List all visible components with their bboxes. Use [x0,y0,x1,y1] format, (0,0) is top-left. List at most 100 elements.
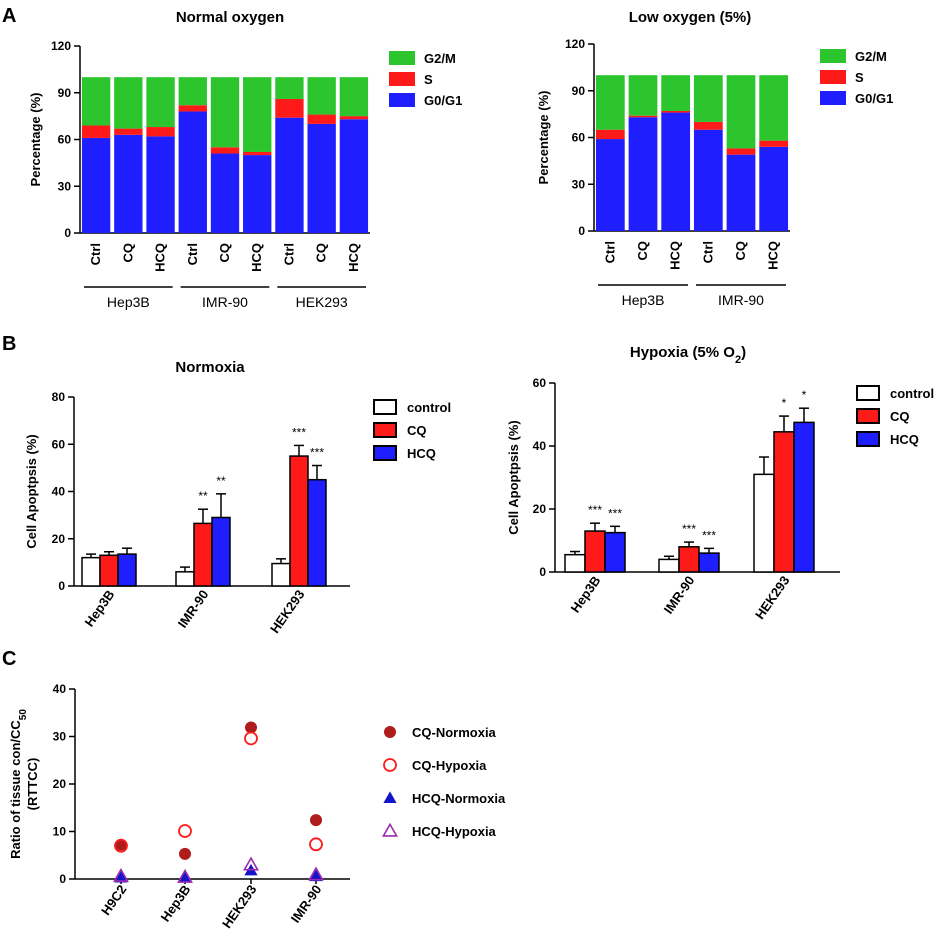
bar-g0-g1-ctrl [81,137,111,233]
x-tick-label: Ctrl [700,241,715,263]
bar-g2-m-cq [628,75,658,116]
legend-label-hcq: HCQ [407,446,436,461]
y-tick-label: 0 [58,579,65,593]
bar-s-cq [628,115,658,118]
bar-g0-g1-hcq [146,136,175,233]
bar-g0-g1-cq [628,117,658,231]
y-tick-label: 60 [533,376,547,390]
x-tick-label: CQ [635,241,650,261]
x-tick-label: CQ [217,243,232,263]
bar-g2-m-cq [210,77,240,148]
bar-g0-g1-hcq [243,155,272,233]
bar-g0-g1-ctrl [595,139,625,231]
y-axis-label: Ratio of tissue con/CC50 [8,709,29,859]
legend-label-control: control [890,386,934,401]
legend-swatch-hcq [856,431,880,447]
y-axis-label: Cell Apoptpsis (%) [24,434,39,548]
x-tick-label-hep3b: Hep3B [158,882,194,924]
significance-label: * [782,396,787,410]
bar-control-hep3b [81,556,101,587]
significance-label: * [802,388,807,402]
y-axis-label: Percentage (%) [28,93,43,187]
bar-g2-m-ctrl [595,75,625,130]
legend-swatch-control [856,385,880,401]
point-hcq-hypoxia-hek293 [243,856,259,871]
legend-label-control: control [407,400,451,415]
bar-g0-g1-cq [307,123,336,233]
bar-g2-m-cq [114,77,143,129]
bar-hcq-hek293 [307,478,327,587]
y-tick-label: 30 [53,730,67,744]
legend-swatch-control [373,399,397,415]
point-hcq-hypoxia-hep3b [177,868,193,883]
x-tick-label-imr-90: IMR-90 [175,587,212,631]
bar-control-hek293 [271,562,291,587]
y-tick-label: 90 [572,84,586,98]
bar-g2-m-ctrl [178,77,207,106]
bar-s-ctrl [275,98,304,118]
y-tick-label: 40 [52,485,66,499]
bar-g2-m-hcq [243,77,272,152]
bar-g0-g1-ctrl [178,111,207,233]
x-tick-label: CQ [733,241,748,261]
bar-hcq-hep3b [604,531,626,573]
point-cq-hypoxia-hek293 [244,731,258,746]
y-tick-label: 20 [533,502,547,516]
bar-hcq-hep3b [117,553,137,587]
significance-label: *** [588,503,602,517]
bar-g2-m-hcq [146,77,175,128]
point-cq-normoxia-imr-90 [310,814,322,827]
legend-marker-cq-normoxia [384,726,396,738]
bar-control-hek293 [753,473,775,573]
bar-cq-imr-90 [678,546,700,573]
bar-s-ctrl [693,121,723,130]
bar-cq-imr-90 [193,522,213,587]
panel-letter-a: A [2,5,16,27]
bar-s-cq [307,114,336,124]
bar-g2-m-cq [726,75,756,149]
bar-s-hcq [146,127,175,137]
bar-g2-m-ctrl [81,77,111,126]
y-tick-label: 30 [572,177,586,191]
significance-label: ** [198,489,208,503]
y-axis-label-line2: (RTTCC) [25,758,40,811]
bar-g2-m-ctrl [275,77,304,99]
point-cq-hypoxia-imr-90 [309,837,323,852]
legend-label-s: S [424,72,433,87]
bar-g0-g1-cq [726,154,756,231]
x-tick-label: CQ [120,243,135,263]
bar-g0-g1-cq [114,134,143,233]
bar-control-imr-90 [175,571,195,587]
chart-normoxia-apoptosis: Normoxia Cell Apoptpsis (%) 0 20 40 60 80 Hep3B… [24,359,451,636]
legend-label-g0-g1: G0/G1 [424,93,462,108]
bar-s-ctrl [595,129,625,140]
bar-control-hep3b [564,553,586,573]
y-tick-label: 60 [58,133,72,147]
legend-label-s: S [855,70,864,85]
group-label-hep3b: Hep3B [107,294,150,310]
legend-label-hcq-hypoxia: HCQ-Hypoxia [412,824,497,839]
point-cq-hypoxia-h9c2 [114,838,128,853]
x-tick-label-hep3b: Hep3B [82,587,118,629]
x-tick-label-hek293: HEK293 [267,587,307,636]
point-hcq-hypoxia-h9c2 [113,867,129,882]
bar-g0-g1-hcq [759,146,789,231]
y-axis-label: Cell Apoptpsis (%) [506,420,521,534]
group-label-imr-90: IMR-90 [202,294,248,310]
bar-hcq-imr-90 [698,552,720,573]
bar-cq-hek293 [773,431,795,573]
x-tick-label: Ctrl [185,243,200,265]
chart-title: Hypoxia (5% O2) [630,344,746,366]
point-hcq-hypoxia-imr-90 [308,866,324,881]
bar-g2-m-hcq [759,75,789,141]
x-tick-label: HCQ [766,241,781,270]
legend-swatch-s [820,70,846,84]
significance-label: *** [292,425,306,439]
y-tick-label: 20 [53,777,67,791]
x-tick-label-imr-90: IMR-90 [288,882,325,926]
y-tick-label: 30 [58,179,72,193]
legend-swatch-cq [373,422,397,438]
bar-s-ctrl [81,125,111,138]
y-tick-label: 20 [52,532,66,546]
